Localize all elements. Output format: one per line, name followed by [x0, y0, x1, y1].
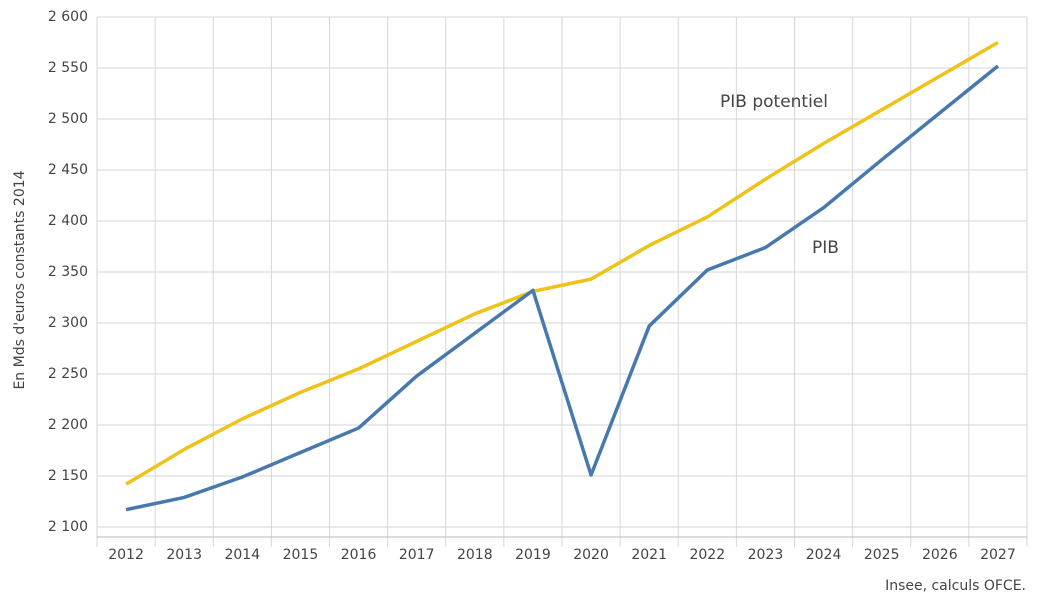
x-tick-label: 2016: [341, 547, 377, 563]
y-axis-title: En Mds d'euros constants 2014: [12, 170, 28, 389]
x-tick-label: 2012: [108, 547, 144, 563]
series-label: PIB: [812, 238, 839, 258]
x-tick-label: 2019: [515, 547, 551, 563]
x-tick-label: 2025: [864, 547, 900, 563]
source: Insee, calculs OFCE.: [885, 578, 1026, 594]
x-tick-label: 2015: [283, 547, 319, 563]
x-tick-label: 2020: [573, 547, 609, 563]
y-tick-label: 2 400: [48, 213, 88, 229]
x-tick-label: 2026: [922, 547, 958, 563]
y-tick-label: 2 450: [48, 162, 88, 178]
series-label: PIB potentiel: [720, 92, 828, 112]
y-tick-label: 2 600: [48, 9, 88, 25]
y-tick-label: 2 250: [48, 366, 88, 382]
x-tick-label: 2017: [399, 547, 435, 563]
x-tick-label: 2022: [689, 547, 725, 563]
y-tick-label: 2 150: [48, 468, 88, 484]
x-tick-label: 2027: [980, 547, 1016, 563]
y-tick-label: 2 500: [48, 111, 88, 127]
y-tick-label: 2 350: [48, 264, 88, 280]
x-tick-label: 2018: [457, 547, 493, 563]
y-tick-label: 2 300: [48, 315, 88, 331]
x-tick-label: 2024: [806, 547, 842, 563]
x-tick-label: 2014: [224, 547, 260, 563]
x-tick-label: 2021: [631, 547, 667, 563]
x-tick-label: 2013: [166, 547, 202, 563]
y-tick-label: 2 550: [48, 60, 88, 76]
x-tick-label: 2023: [748, 547, 784, 563]
series-line: [125, 64, 1000, 512]
y-tick-label: 2 200: [48, 417, 88, 433]
y-tick-label: 2 100: [48, 519, 88, 535]
series-line: [125, 40, 999, 486]
